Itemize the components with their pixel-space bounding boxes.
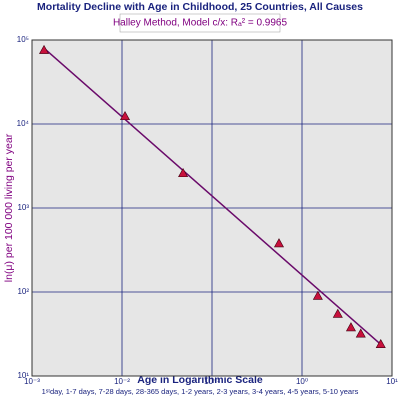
x-tick-label: 10⁻³ xyxy=(24,377,40,386)
point xyxy=(178,168,189,178)
x-tick-label: 10¹ xyxy=(386,377,398,386)
y-tick-label: 10⁴ xyxy=(17,119,30,128)
note: 1ˢᵗday, 1-7 days, 7-28 days, 28-365 days… xyxy=(42,387,359,396)
fit-line xyxy=(43,47,385,348)
y-tick-label: 10⁵ xyxy=(17,35,29,44)
y-axis-label: ln(μ) per 100 000 living per year xyxy=(3,133,15,282)
point xyxy=(375,338,386,348)
y-tick-label: 10² xyxy=(17,287,29,296)
x-axis-label: Age in Logarithmic Scale xyxy=(137,374,263,386)
x-tick-label: 10⁻² xyxy=(114,377,130,386)
x-tick-label: 10⁰ xyxy=(296,377,308,386)
y-tick-label: 10³ xyxy=(17,203,29,212)
point xyxy=(355,328,366,338)
point xyxy=(332,308,343,318)
plot-frame xyxy=(31,39,393,377)
point xyxy=(39,44,50,54)
x-tick-label: 10⁻¹ xyxy=(204,377,220,386)
point xyxy=(273,238,284,248)
point xyxy=(312,290,323,300)
point xyxy=(119,111,131,121)
point xyxy=(345,322,356,332)
subtitle: Halley Method, Model c/x: Rₐ² = 0.9965 xyxy=(113,18,288,29)
chart-title: Mortality Decline with Age in Childhood,… xyxy=(37,1,363,13)
y-tick-label: 10¹ xyxy=(17,371,29,380)
subtitle-box xyxy=(119,13,281,33)
